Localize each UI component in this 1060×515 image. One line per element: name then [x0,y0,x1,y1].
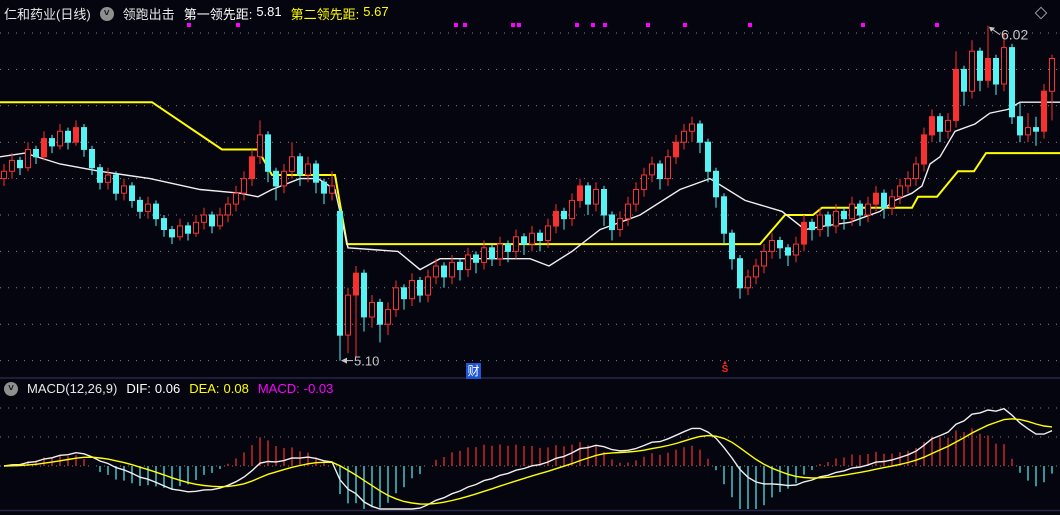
indicator-name: 领跑出击 [122,7,175,22]
diamond-marker [1034,6,1048,20]
macd-dea-line [3,418,1053,505]
lead1-label: 第一领先距: [183,7,253,22]
sell-signal-marker: ▲ S [719,360,731,375]
sell-marker-arrow-icon: ▲ [722,360,728,366]
dea-value: 0.08 [223,381,249,396]
high-annotation-arrowhead [989,26,995,32]
low-annotation: 5.10 [341,354,379,369]
finance-news-badge[interactable]: 财 [466,363,481,379]
dea-label: DEA: [189,381,220,396]
high-annotation-text: 6.02 [1001,27,1028,43]
dif-value: 0.06 [154,381,181,396]
sell-marker-letter: S [721,364,729,375]
macd-chevron-down-icon[interactable]: ˅ [4,381,18,396]
lead2-label: 第二领先距: [290,7,360,22]
low-annotation-arrowhead [341,357,347,364]
macd-name: MACD(12,26,9) [27,381,118,396]
candlestick-series [1,25,1055,361]
lead2-value: 5.67 [363,4,389,19]
lead1-value: 5.81 [256,4,282,19]
macd-gridlines [0,407,1060,467]
panel-separator [0,377,1060,512]
low-annotation-text: 5.10 [354,354,379,369]
stock-title: 仁和药业(日线) [4,7,91,22]
chevron-down-icon[interactable]: ˅ [99,6,114,21]
macd-header: ˅ MACD(12,26,9) DIF: 0.06 DEA: 0.08 MACD… [4,381,333,396]
signal-dots [187,23,939,27]
dif-label: DIF: [126,381,151,396]
lead-line-second-yellow [0,101,1060,246]
macd-dif-line [3,407,1053,510]
price-gridlines [0,32,1060,362]
macd-label: MACD: [257,381,300,396]
macd-histogram [11,428,1053,509]
main-chart-header: 仁和药业(日线) ˅ 领跑出击 第一领先距: 5.81 第二领先距: 5.67 [4,4,389,23]
macd-value: -0.03 [303,381,334,396]
high-annotation: 6.02 [989,26,1028,43]
